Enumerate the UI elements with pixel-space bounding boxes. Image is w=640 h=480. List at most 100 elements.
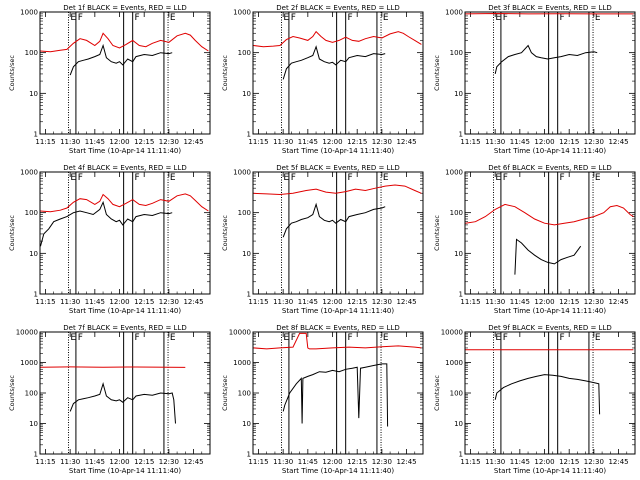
plot-frame [252, 331, 424, 455]
panel-title: Det 4f BLACK = Events, RED = LLD [63, 164, 186, 172]
detector-panel-2: Det 2f BLACK = Events, RED = LLD 1 10 100 10… [221, 4, 424, 155]
y-tick-label: 100 [450, 209, 463, 217]
detector-panel-6: Det 6f BLACK = Events, RED = LLD 1 10 100 10… [433, 164, 636, 315]
series-line-events [494, 374, 601, 415]
x-tick-label: 12:30 [584, 138, 604, 146]
x-tick-label: 11:45 [510, 138, 530, 146]
y-tick-label: 10 [29, 420, 38, 428]
detector-panel-5: Det 5f BLACK = Events, RED = LLD 1 10 100 10… [221, 164, 424, 315]
x-tick-label: 12:15 [347, 298, 367, 306]
x-axis-label: Start Time (10-Apr-14 11:11:40) [69, 467, 181, 475]
x-tick-label: 11:45 [298, 138, 318, 146]
y-tick-label: 1 [247, 291, 251, 299]
x-axis-label: Start Time (10-Apr-14 11:11:40) [494, 307, 606, 315]
event-marker-label: E [595, 333, 601, 343]
y-axis-label: Counts/sec [8, 55, 16, 91]
y-tick-label: 1000 [233, 169, 251, 177]
event-marker-label: E [70, 173, 76, 183]
y-tick-label: 1000 [20, 169, 38, 177]
y-axis-label: Counts/sec [221, 215, 229, 251]
series-line-events [40, 200, 173, 247]
x-tick-label: 12:45 [183, 298, 203, 306]
event-marker-label: F [559, 173, 564, 183]
x-tick-label: 12:30 [372, 138, 392, 146]
x-tick-label: 12:30 [584, 458, 604, 466]
x-tick-label: 11:15 [460, 138, 480, 146]
x-axis-label: Start Time (10-Apr-14 11:11:40) [282, 147, 394, 155]
y-tick-label: 1000 [233, 359, 251, 367]
x-tick-label: 12:30 [584, 298, 604, 306]
x-axis-label: Start Time (10-Apr-14 11:11:40) [494, 467, 606, 475]
x-tick-label: 11:45 [85, 138, 105, 146]
x-tick-label: 12:00 [109, 138, 129, 146]
series-line-lld [40, 32, 209, 53]
y-tick-label: 10 [242, 90, 251, 98]
event-marker-label: E [170, 13, 176, 23]
panel-title: Det 3f BLACK = Events, RED = LLD [488, 4, 611, 12]
event-marker-label: E [495, 13, 501, 23]
y-tick-label: 1000 [445, 9, 463, 17]
x-axis-label: Start Time (10-Apr-14 11:11:40) [282, 307, 394, 315]
event-marker-label: E [383, 13, 389, 23]
x-tick-label: 12:00 [109, 458, 129, 466]
event-marker-label: F [78, 13, 83, 23]
detector-panel-4: Det 4f BLACK = Events, RED = LLD 1 10 100 10… [8, 164, 211, 315]
y-tick-label: 10 [242, 250, 251, 258]
series-line-lld [40, 193, 209, 213]
y-tick-label: 1000 [20, 9, 38, 17]
plot-frame [252, 171, 424, 295]
y-tick-label: 1000 [233, 9, 251, 17]
y-tick-label: 100 [25, 209, 38, 217]
series-line-lld [253, 30, 422, 48]
event-marker-label: E [595, 13, 601, 23]
detector-panel-3: Det 3f BLACK = Events, RED = LLD 1 10 100 10… [433, 4, 636, 155]
x-tick-label: 12:45 [608, 298, 628, 306]
x-tick-label: 12:00 [322, 298, 342, 306]
x-tick-label: 12:00 [534, 138, 554, 146]
event-marker-label: E [595, 173, 601, 183]
plot-frame [39, 11, 211, 135]
x-tick-label: 11:30 [60, 458, 80, 466]
y-tick-label: 1000 [445, 169, 463, 177]
x-tick-label: 12:30 [372, 458, 392, 466]
x-tick-label: 12:00 [534, 298, 554, 306]
x-tick-label: 12:45 [396, 138, 416, 146]
y-tick-label: 1 [34, 291, 38, 299]
x-tick-label: 12:15 [559, 458, 579, 466]
event-marker-label: F [347, 173, 352, 183]
event-marker-label: E [283, 173, 289, 183]
x-tick-label: 11:30 [60, 138, 80, 146]
panel-title: Det 1f BLACK = Events, RED = LLD [63, 4, 186, 12]
x-tick-label: 11:30 [273, 138, 293, 146]
x-axis-label: Start Time (10-Apr-14 11:11:40) [69, 307, 181, 315]
x-tick-label: 12:45 [396, 458, 416, 466]
x-tick-label: 11:45 [510, 458, 530, 466]
event-marker-label: F [134, 173, 139, 183]
detector-panel-8: Det 8f BLACK = Events, RED = LLD 1 10 100 10… [221, 324, 424, 475]
panel-title: Det 6f BLACK = Events, RED = LLD [488, 164, 611, 172]
x-axis-label: Start Time (10-Apr-14 11:11:40) [69, 147, 181, 155]
series-line-events [282, 363, 389, 427]
y-tick-label: 1000 [20, 359, 38, 367]
panel-title: Det 9f BLACK = Events, RED = LLD [488, 324, 611, 332]
x-tick-label: 11:30 [273, 458, 293, 466]
event-marker-label: F [134, 333, 139, 343]
plot-frame [39, 171, 211, 295]
x-tick-label: 11:15 [248, 458, 268, 466]
x-tick-label: 11:45 [298, 298, 318, 306]
y-axis-label: Counts/sec [433, 215, 441, 251]
x-tick-label: 12:15 [134, 298, 154, 306]
detector-panel-1: Det 1f BLACK = Events, RED = LLD 1 10 100 10… [8, 4, 211, 155]
x-tick-label: 12:15 [559, 298, 579, 306]
x-tick-label: 12:30 [159, 458, 179, 466]
event-marker-label: F [291, 13, 296, 23]
series-line-events [494, 44, 598, 75]
x-tick-label: 11:30 [485, 298, 505, 306]
x-tick-label: 12:15 [347, 458, 367, 466]
x-tick-label: 11:30 [273, 298, 293, 306]
panel-title: Det 2f BLACK = Events, RED = LLD [276, 4, 399, 12]
x-tick-label: 12:45 [608, 458, 628, 466]
y-tick-label: 10 [454, 90, 463, 98]
x-tick-label: 12:45 [183, 458, 203, 466]
